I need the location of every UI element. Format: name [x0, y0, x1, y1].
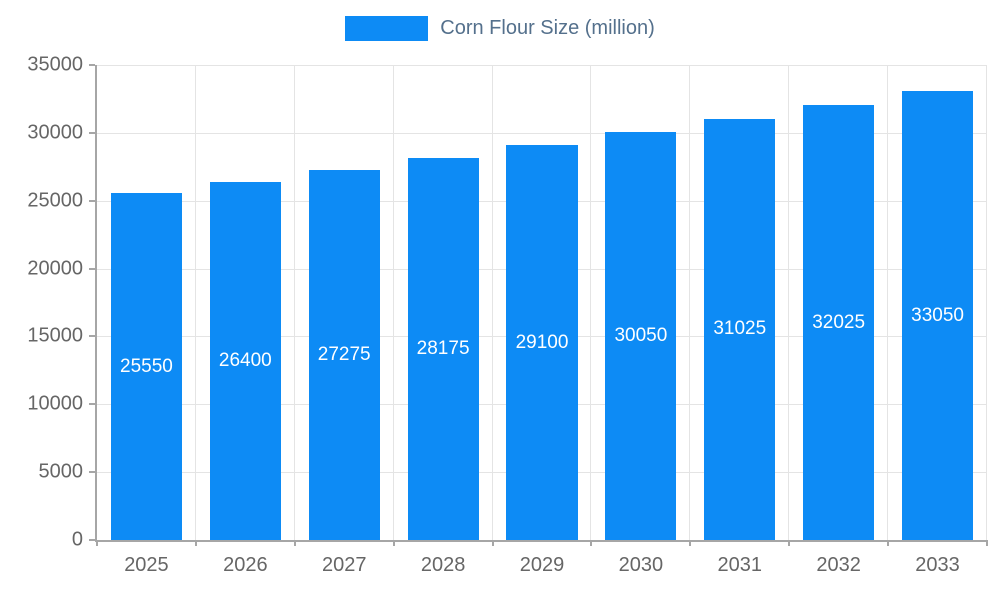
bar-value-label: 25550	[120, 355, 173, 377]
x-axis-label: 2027	[321, 554, 367, 576]
x-gridline	[590, 65, 592, 540]
x-gridline	[986, 65, 987, 540]
bar-value-label: 29100	[515, 331, 569, 353]
x-axis-tick	[788, 540, 791, 546]
x-axis-tick	[887, 540, 890, 546]
x-gridline	[392, 65, 394, 540]
bar[interactable]: 29100	[506, 145, 578, 540]
legend-swatch	[345, 16, 429, 41]
x-gridline	[788, 65, 790, 540]
bar[interactable]: 26400	[209, 181, 281, 540]
x-axis-label: 2032	[816, 554, 861, 576]
x-axis-label: 2025	[124, 554, 169, 576]
bar-value-label: 27275	[317, 343, 371, 365]
y-axis-tick-label: 35000	[27, 53, 83, 76]
bar[interactable]: 32025	[803, 105, 875, 540]
x-axis-label: 2033	[915, 554, 960, 576]
y-axis-tick	[89, 131, 95, 134]
x-axis-tick	[491, 540, 494, 546]
bar[interactable]: 31025	[704, 118, 776, 540]
y-axis-tick	[89, 335, 95, 338]
plot-area: 0 5000 10000 15000 20000 25000 30000 35000 25550…	[27, 54, 988, 576]
bar-value-label: 26400	[218, 349, 272, 371]
x-axis-tick	[293, 540, 296, 546]
y-axis-tick	[89, 539, 95, 541]
y-axis-tick-label: 15000	[27, 324, 83, 347]
legend-label: Corn Flour Size (million)	[440, 17, 655, 39]
y-axis-tick-label: 5000	[38, 460, 84, 483]
x-axis-label: 2028	[420, 554, 466, 576]
x-axis-tick	[689, 540, 692, 546]
y-gridline	[97, 132, 987, 134]
bar-value-label: 32025	[812, 311, 866, 333]
x-axis-label: 2031	[717, 554, 763, 576]
bar-value-label: 30050	[614, 325, 668, 347]
bar-value-label: 33050	[911, 304, 964, 326]
x-axis-label: 2029	[519, 554, 565, 576]
x-gridline	[293, 65, 295, 540]
x-axis-tick	[194, 540, 197, 546]
x-axis-label: 2030	[618, 554, 664, 576]
y-axis-tick-label: 25000	[27, 189, 83, 212]
x-gridline	[491, 65, 493, 540]
bar[interactable]: 33050	[901, 91, 974, 540]
y-gridline	[97, 65, 987, 66]
bar-value-label: 28175	[416, 337, 470, 359]
y-axis-tick-label: 10000	[27, 392, 83, 415]
y-axis-tick	[89, 403, 95, 406]
x-axis-tick	[986, 540, 988, 546]
y-axis-tick	[89, 64, 95, 66]
y-axis-tick-label: 20000	[27, 257, 83, 280]
x-gridline	[194, 65, 196, 540]
x-axis-tick	[96, 540, 98, 546]
bar[interactable]: 28175	[407, 157, 479, 540]
x-axis-tick	[590, 540, 593, 546]
x-axis-label: 2026	[223, 554, 268, 576]
x-gridline	[689, 65, 691, 540]
chart-legend[interactable]: Corn Flour Size (million)	[0, 16, 1000, 41]
bar[interactable]: 27275	[308, 169, 380, 540]
y-axis-tick-label: 30000	[27, 121, 83, 144]
x-axis-tick	[392, 540, 395, 546]
y-axis-tick-label: 0	[71, 528, 83, 551]
bar[interactable]: 25550	[110, 193, 183, 540]
x-gridline	[887, 65, 889, 540]
bar-value-label: 31025	[713, 318, 767, 340]
y-axis-tick	[89, 471, 95, 474]
bar[interactable]: 30050	[605, 132, 677, 540]
y-axis-tick	[89, 267, 95, 270]
y-axis-tick	[89, 199, 95, 202]
